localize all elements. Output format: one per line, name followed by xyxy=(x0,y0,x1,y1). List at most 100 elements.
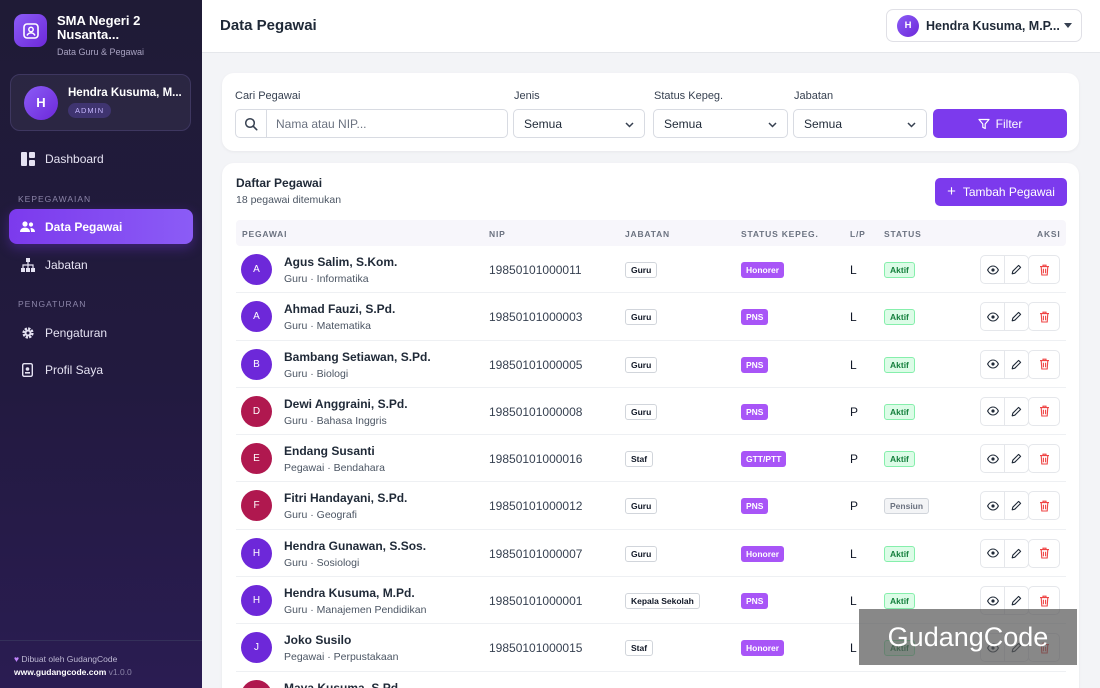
sidebar-item-profil-saya[interactable]: Profil Saya xyxy=(9,352,193,387)
status-kepeg-badge: PNS xyxy=(741,593,769,610)
jenis-select[interactable]: Semua xyxy=(513,109,645,138)
delete-button[interactable] xyxy=(1028,255,1060,284)
eye-icon xyxy=(986,501,999,511)
view-button[interactable] xyxy=(980,255,1005,284)
sidebar: SMA Negeri 2 Nusanta... Data Guru & Pega… xyxy=(0,0,202,688)
status-badge: Pensiun xyxy=(884,498,930,515)
sidebar-item-jabatan[interactable]: Jabatan xyxy=(9,247,193,282)
employee-nip: 19850101000003 xyxy=(489,310,583,325)
table-row[interactable]: F Fitri Handayani, S.Pd. Guru · Geografi 19… xyxy=(236,482,1066,530)
made-by-text: Dibuat oleh GudangCode xyxy=(21,654,118,664)
status-kepeg-badge: Honorer xyxy=(741,262,785,278)
gender-text: L xyxy=(850,263,857,277)
employee-role: Guru · Sosiologi xyxy=(284,556,360,569)
edit-button[interactable] xyxy=(1004,491,1029,521)
edit-button[interactable] xyxy=(1004,538,1029,568)
employee-name: Dewi Anggraini, S.Pd. xyxy=(284,396,408,411)
avatar: D xyxy=(241,395,272,427)
result-count: 18 pegawai ditemukan xyxy=(236,194,342,206)
table-row[interactable]: H Hendra Kusuma, M.Pd. Guru · Manajemen Pe… xyxy=(236,577,1066,625)
watermark: GudangCode xyxy=(859,609,1077,665)
edit-button[interactable] xyxy=(1004,349,1029,379)
jabatan-label: Jabatan xyxy=(794,90,834,102)
jabatan-badge: Staf xyxy=(625,640,654,657)
table-row[interactable]: D Dewi Anggraini, S.Pd. Guru · Bahasa Ingg… xyxy=(236,388,1066,436)
funnel-icon xyxy=(978,118,990,129)
edit-button[interactable] xyxy=(1004,396,1029,426)
view-button[interactable] xyxy=(980,538,1005,568)
filter-card: Cari Pegawai Jenis Semua Status Kepeg. S… xyxy=(222,73,1079,151)
gender-text: L xyxy=(850,546,857,561)
brand: SMA Negeri 2 Nusanta... Data Guru & Pega… xyxy=(14,14,167,57)
search-icon[interactable] xyxy=(236,110,267,137)
delete-button[interactable] xyxy=(1028,349,1060,379)
column-header-lp[interactable]: L/P xyxy=(850,229,866,239)
jabatan-badge: Guru xyxy=(625,545,658,562)
view-button[interactable] xyxy=(980,349,1005,379)
table-row[interactable]: H Hendra Gunawan, S.Sos. Guru · Sosiologi 1… xyxy=(236,530,1066,578)
sidebar-item-dashboard[interactable]: Dashboard xyxy=(9,141,193,176)
filter-button[interactable]: Filter xyxy=(933,109,1067,138)
edit-button[interactable] xyxy=(1004,255,1029,284)
filter-button-label: Filter xyxy=(995,116,1023,131)
view-button[interactable] xyxy=(980,444,1005,474)
edit-button[interactable] xyxy=(1004,444,1029,474)
avatar: H xyxy=(241,585,272,617)
avatar: F xyxy=(241,490,272,522)
avatar: A xyxy=(241,254,272,285)
employee-name: Joko Susilo xyxy=(284,633,352,648)
column-header-status[interactable]: STATUS xyxy=(884,229,922,239)
employee-role: Guru · Manajemen Pendidikan xyxy=(284,604,427,617)
delete-button[interactable] xyxy=(1028,396,1060,426)
table-row[interactable]: A Agus Salim, S.Kom. Guru · Informatika 198… xyxy=(236,246,1066,294)
status-badge: Aktif xyxy=(884,451,915,468)
sidebar-item-data-pegawai[interactable]: Data Pegawai xyxy=(9,209,193,244)
delete-button[interactable] xyxy=(1028,491,1060,521)
user-name: Hendra Kusuma, M... xyxy=(68,87,182,99)
eye-icon xyxy=(986,264,999,275)
search-label: Cari Pegawai xyxy=(235,90,301,102)
footer-link[interactable]: www.gudangcode.com xyxy=(14,667,107,677)
trash-icon xyxy=(1039,406,1049,417)
gender-text: P xyxy=(850,404,859,419)
delete-button[interactable] xyxy=(1028,444,1060,474)
plus-icon: + xyxy=(947,183,956,200)
view-button[interactable] xyxy=(980,491,1005,521)
delete-button[interactable] xyxy=(1028,302,1060,332)
pencil-icon xyxy=(1011,454,1022,464)
sidebar-user-card[interactable]: H Hendra Kusuma, M... ADMIN xyxy=(10,74,191,131)
status-kepeg-select[interactable]: Semua xyxy=(653,109,788,138)
chevron-down-icon xyxy=(768,122,777,128)
table-row[interactable]: E Endang Susanti Pegawai · Bendahara 198501… xyxy=(236,435,1066,483)
view-button[interactable] xyxy=(980,302,1005,332)
status-badge: Aktif xyxy=(884,356,915,373)
jabatan-select[interactable]: Semua xyxy=(793,109,927,138)
column-header-status-kepeg[interactable]: STATUS KEPEG. xyxy=(741,229,819,239)
trash-icon xyxy=(1039,358,1049,370)
gender-text: P xyxy=(850,499,859,514)
employee-nip: 19850101000016 xyxy=(489,452,583,467)
table-row[interactable]: B Bambang Setiawan, S.Pd. Guru · Biologi 19… xyxy=(236,341,1066,388)
delete-button[interactable] xyxy=(1028,538,1060,568)
column-header-pegawai[interactable]: PEGAWAI xyxy=(242,229,288,239)
status-kepeg-value: Semua xyxy=(664,116,703,131)
jabatan-badge: Guru xyxy=(625,309,658,326)
column-header-nip[interactable]: NIP xyxy=(489,229,506,239)
employee-name: Agus Salim, S.Kom. xyxy=(284,255,398,269)
table-row[interactable]: A Ahmad Fauzi, S.Pd. Guru · Matematika 1985… xyxy=(236,293,1066,341)
trash-icon xyxy=(1039,595,1049,607)
user-menu-dropdown[interactable]: H Hendra Kusuma, M.P... xyxy=(886,9,1082,42)
table-row[interactable]: M Maya Kusuma, S.Pd. xyxy=(236,672,1066,688)
avatar: A xyxy=(241,301,272,333)
search-input[interactable] xyxy=(267,110,507,137)
add-employee-button[interactable]: + Tambah Pegawai xyxy=(935,178,1067,206)
column-header-jabatan[interactable]: JABATAN xyxy=(625,229,670,239)
status-badge: Aktif xyxy=(884,593,915,610)
edit-button[interactable] xyxy=(1004,302,1029,332)
view-button[interactable] xyxy=(980,396,1005,426)
list-title: Daftar Pegawai xyxy=(236,176,323,190)
jabatan-value: Semua xyxy=(804,116,843,131)
sidebar-item-pengaturan[interactable]: Pengaturan xyxy=(9,315,193,350)
jabatan-badge: Guru xyxy=(625,403,658,420)
school-name: SMA Negeri 2 Nusanta... xyxy=(57,13,141,42)
